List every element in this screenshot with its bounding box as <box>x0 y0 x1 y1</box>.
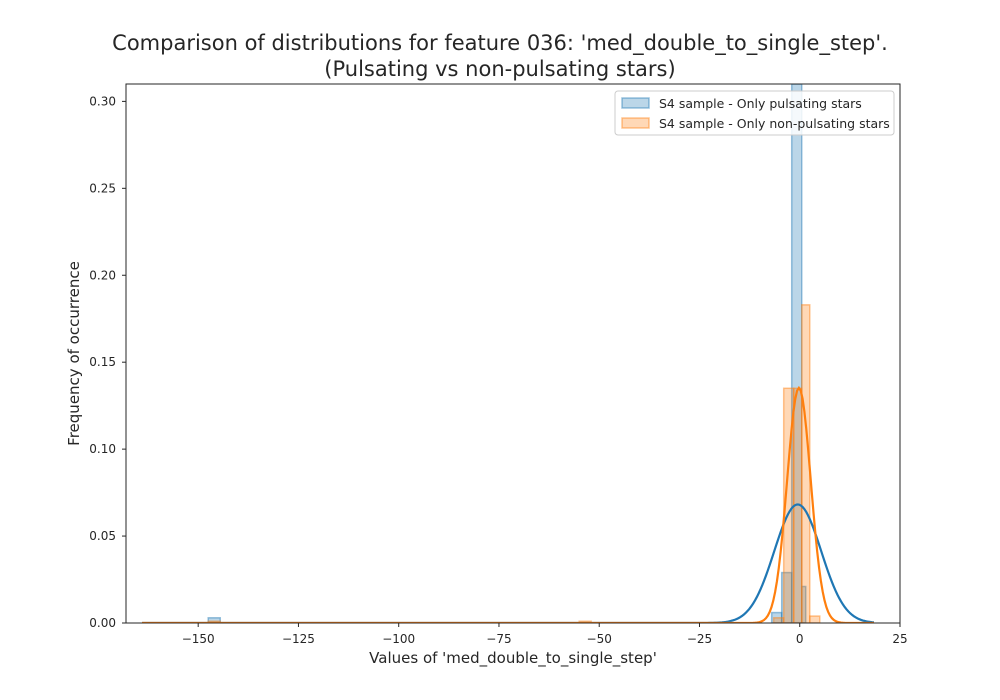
chart-title-line-1: Comparison of distributions for feature … <box>112 31 888 55</box>
histogram-bar <box>772 617 785 623</box>
y-tick-label: 0.20 <box>89 268 116 282</box>
x-tick-label: −125 <box>282 632 315 646</box>
histogram-bar <box>207 617 221 623</box>
histogram-series-2 <box>207 304 821 623</box>
x-tick-label: −50 <box>587 632 612 646</box>
y-tick-label: 0.15 <box>89 355 116 369</box>
x-tick-label: −75 <box>486 632 511 646</box>
legend: S4 sample - Only pulsating stars S4 sampl… <box>614 90 895 136</box>
y-tick-label: 0.25 <box>89 181 116 195</box>
y-axis-ticks: 0.00 0.05 0.10 0.15 0.20 0.25 0.30 <box>89 94 126 630</box>
histogram-bar <box>809 615 821 623</box>
legend-swatch <box>621 97 650 109</box>
histogram-bar <box>800 585 807 623</box>
y-tick-label: 0.05 <box>89 529 116 543</box>
legend-box <box>614 90 895 136</box>
x-tick-label: −150 <box>182 632 215 646</box>
x-tick-label: −100 <box>382 632 415 646</box>
legend-swatch <box>621 117 650 129</box>
legend-label: S4 sample - Only non-pulsating stars <box>659 116 890 131</box>
y-tick-label: 0.30 <box>89 94 116 108</box>
plot-layer <box>142 84 875 623</box>
plot-content <box>142 84 875 623</box>
plot-area-frame <box>125 83 901 624</box>
histogram-series-1 <box>207 84 807 623</box>
chart-title-line-2: (Pulsating vs non-pulsating stars) <box>324 57 676 81</box>
histogram-bar <box>770 611 783 623</box>
x-axis-label: Values of 'med_double_to_single_step' <box>369 649 657 668</box>
y-tick-label: 0.00 <box>89 616 116 630</box>
y-axis-label: Frequency of occurrence <box>65 261 83 446</box>
histogram-bar <box>790 84 803 623</box>
x-tick-label: 0 <box>796 632 804 646</box>
x-tick-label: −25 <box>687 632 712 646</box>
legend-label: S4 sample - Only pulsating stars <box>659 96 862 111</box>
x-tick-label: 25 <box>892 632 907 646</box>
y-tick-label: 0.10 <box>89 442 116 456</box>
kde-curve-series-2 <box>142 385 874 623</box>
x-axis-ticks: −150 −125 −100 −75 −50 −25 0 25 <box>182 623 908 646</box>
kde-curve-series-1 <box>142 503 875 623</box>
chart-title: Comparison of distributions for feature … <box>0 30 1000 82</box>
